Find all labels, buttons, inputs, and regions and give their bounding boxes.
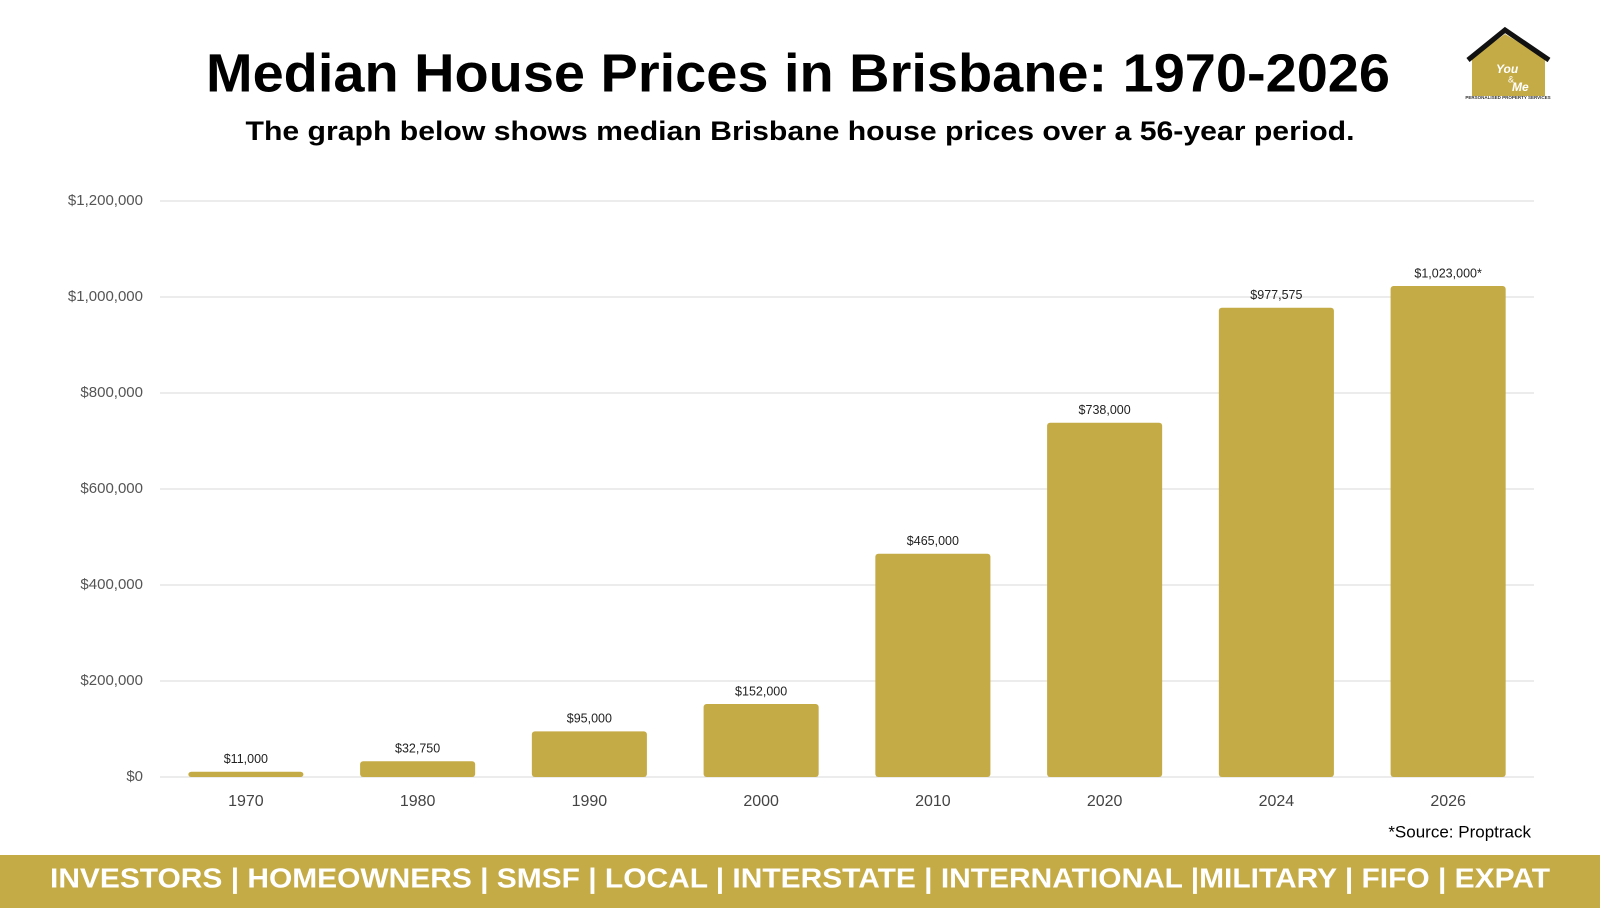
value-label: $465,000 [907,534,959,548]
x-tick-label: 1990 [572,793,608,810]
x-tick-label: 2024 [1259,793,1295,810]
logo-text: Me [1512,80,1529,94]
value-label: $95,000 [567,712,612,726]
footer-text: INVESTORS | HOMEOWNERS | SMSF | LOCAL | … [50,862,1550,893]
logo-tagline: PERSONALISED PROPERTY SERVICES [1465,95,1550,100]
logo-house [1472,34,1545,96]
bar [875,553,991,777]
value-label: $32,750 [395,742,440,756]
logo-text: & [1508,74,1514,84]
footer-band [0,855,1600,908]
y-tick-label: $400,000 [80,576,143,593]
chart-title: Median House Prices in Brisbane: 1970-20… [206,43,1390,103]
bar [360,761,476,777]
bar [1047,422,1163,777]
y-tick-label: $200,000 [80,672,143,689]
x-tick-label: 1970 [228,793,264,810]
y-tick-label: $1,200,000 [68,192,143,209]
value-label: $11,000 [224,752,268,766]
bar [1390,285,1506,777]
chart-subtitle: The graph below shows median Brisbane ho… [246,116,1355,146]
source-note: *Source: Proptrack [1388,822,1531,841]
value-label: $738,000 [1079,403,1131,417]
y-tick-label: $600,000 [80,480,143,497]
value-label: $977,575 [1250,288,1302,302]
bar [188,771,304,777]
y-tick-label: $0 [126,768,143,785]
y-tick-label: $800,000 [80,384,143,401]
logo-text: You [1496,62,1519,76]
logo: You & Me PERSONALISED PROPERTY SERVICES [1465,26,1551,100]
bar [703,704,819,777]
x-tick-label: 1980 [400,793,436,810]
y-tick-label: $1,000,000 [68,288,143,305]
x-tick-label: 2026 [1430,793,1466,810]
logo-roof [1466,26,1551,63]
x-tick-label: 2010 [915,793,951,810]
value-label: $1,023,000* [1414,266,1482,280]
bar [1218,307,1334,777]
x-tick-label: 2020 [1087,793,1123,810]
value-label: $152,000 [735,684,787,698]
bar [531,731,647,777]
x-tick-label: 2000 [743,793,779,810]
